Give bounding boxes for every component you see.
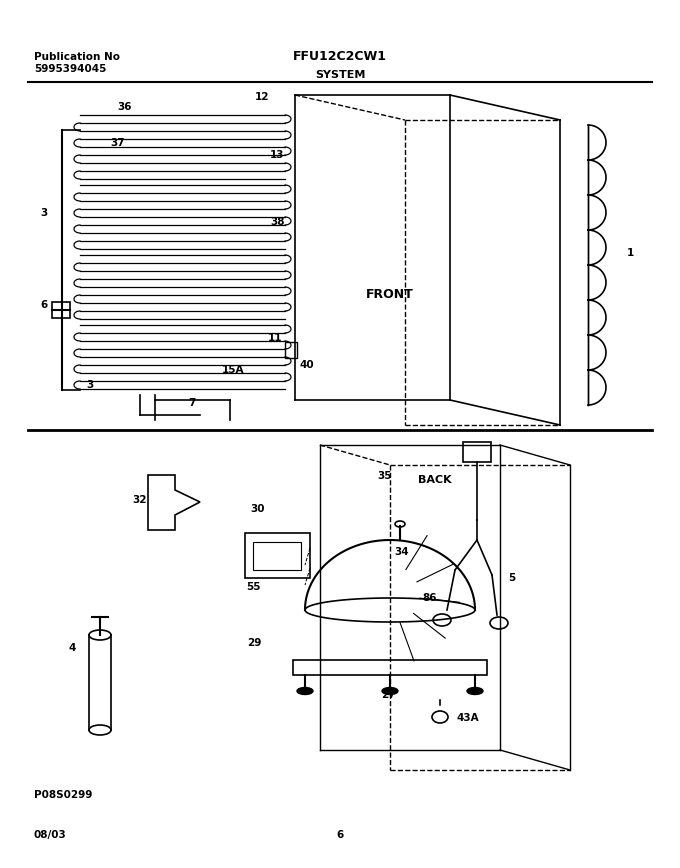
Bar	[463, 442, 491, 462]
Text: 13: 13	[270, 150, 284, 160]
Bar	[245, 533, 310, 578]
Ellipse shape	[467, 687, 483, 694]
Text: 32: 32	[133, 495, 148, 505]
Text: 5995394045: 5995394045	[34, 64, 106, 74]
Text: 3: 3	[40, 208, 48, 218]
Text: SYSTEM: SYSTEM	[315, 70, 365, 80]
Text: 3: 3	[86, 380, 94, 390]
Text: 38: 38	[271, 217, 285, 227]
Text: 15A: 15A	[222, 365, 244, 375]
Text: 37: 37	[111, 138, 125, 148]
Text: 5: 5	[509, 573, 515, 583]
Text: 86: 86	[423, 593, 437, 603]
Text: 6: 6	[337, 830, 343, 840]
Text: 55: 55	[245, 582, 260, 592]
Ellipse shape	[382, 687, 398, 694]
Text: BACK: BACK	[418, 475, 452, 485]
Text: 1: 1	[626, 248, 634, 258]
Text: 08/03: 08/03	[34, 830, 67, 840]
Text: P08S0299: P08S0299	[34, 790, 92, 800]
Text: 12: 12	[255, 92, 269, 102]
Text: 27: 27	[381, 690, 395, 700]
Text: FFU12C2CW1: FFU12C2CW1	[293, 50, 387, 63]
Text: 29: 29	[247, 638, 261, 648]
Bar	[253, 542, 301, 570]
Ellipse shape	[297, 687, 313, 694]
Text: FRONT: FRONT	[366, 288, 414, 301]
Text: 4: 4	[68, 643, 75, 653]
Text: 6: 6	[40, 300, 48, 310]
Bar	[52, 302, 70, 318]
Text: 35: 35	[378, 471, 392, 481]
Text: 43A: 43A	[457, 713, 479, 723]
Bar	[293, 660, 487, 675]
Text: 11: 11	[268, 333, 282, 343]
Text: 34: 34	[394, 547, 409, 557]
Text: 7: 7	[188, 398, 196, 408]
Text: 40: 40	[300, 360, 314, 370]
Text: Publication No: Publication No	[34, 52, 120, 62]
Text: 36: 36	[118, 102, 132, 112]
Text: 30: 30	[251, 504, 265, 514]
Bar	[285, 342, 297, 358]
